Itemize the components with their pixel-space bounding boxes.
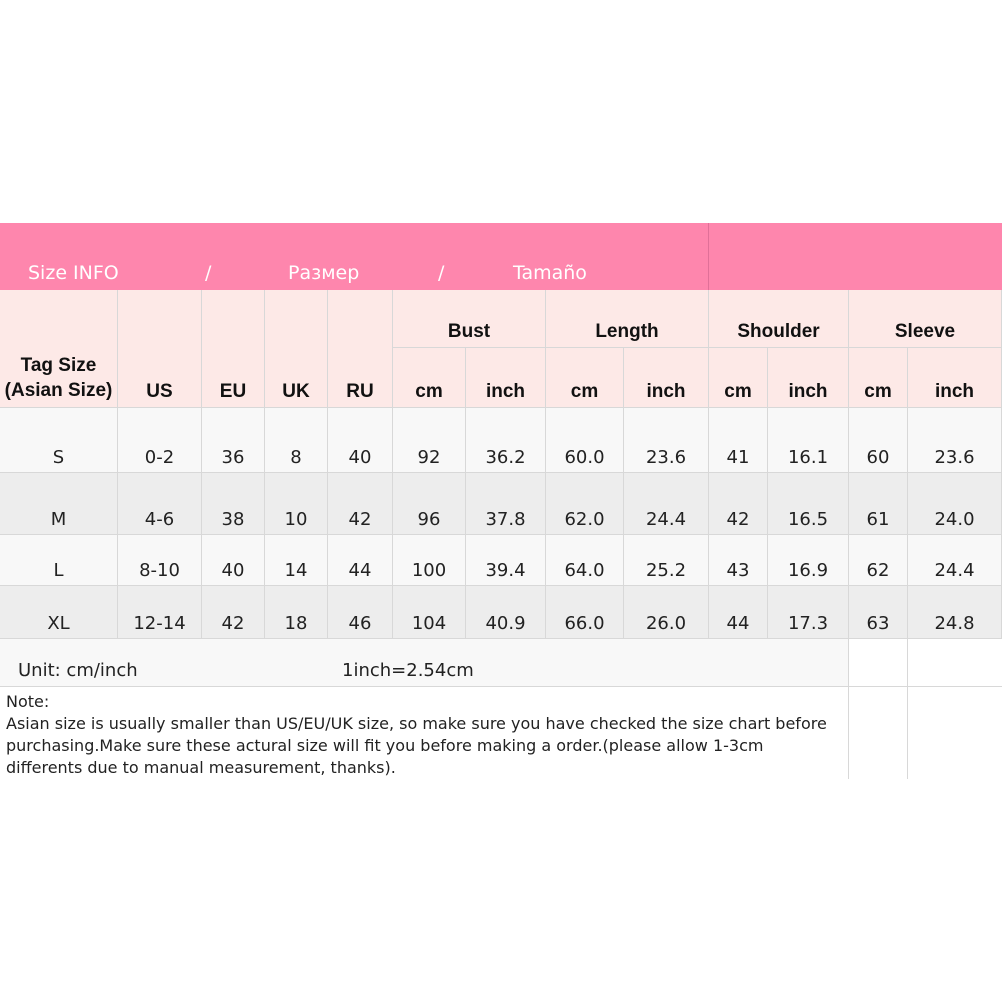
empty-cell: [908, 639, 1002, 687]
table-cell: 40.9: [466, 586, 546, 639]
unit-row: [0, 639, 849, 687]
table-cell: 63: [849, 586, 908, 639]
table-cell: 23.6: [624, 408, 709, 473]
note-label: Note:: [6, 692, 50, 711]
table-cell: 62: [849, 535, 908, 586]
table-cell: 26.0: [624, 586, 709, 639]
unit-text: Unit: cm/inch: [18, 660, 138, 681]
header-ru: RU: [328, 290, 393, 408]
note-box: Note: Asian size is usually smaller than…: [0, 687, 849, 779]
table-cell: 36.2: [466, 408, 546, 473]
table-cell: 24.4: [908, 535, 1002, 586]
table-cell: 14: [265, 535, 328, 586]
table-cell: 42: [202, 586, 265, 639]
table-cell: 61: [849, 473, 908, 535]
table-cell: 24.4: [624, 473, 709, 535]
table-cell: 40: [202, 535, 265, 586]
conversion-text: 1inch=2.54cm: [342, 660, 474, 681]
title-spanish: Tamaño: [513, 262, 587, 284]
note-text: Asian size is usually smaller than US/EU…: [6, 714, 827, 777]
table-cell: 40: [328, 408, 393, 473]
table-cell: 38: [202, 473, 265, 535]
table-cell: 16.5: [768, 473, 849, 535]
table-cell: 25.2: [624, 535, 709, 586]
header-bust-cm: cm: [393, 348, 466, 408]
table-cell: 16.9: [768, 535, 849, 586]
header-shoulder: Shoulder: [709, 290, 849, 348]
table-cell: L: [0, 535, 118, 586]
title-size-info: Size INFO: [28, 262, 119, 284]
table-cell: 24.8: [908, 586, 1002, 639]
table-cell: 37.8: [466, 473, 546, 535]
empty-cell: [849, 639, 908, 687]
header-us: US: [118, 290, 202, 408]
header-sleeve: Sleeve: [849, 290, 1002, 348]
table-cell: 104: [393, 586, 466, 639]
table-cell: 4-6: [118, 473, 202, 535]
header-eu: EU: [202, 290, 265, 408]
header-length-cm: cm: [546, 348, 624, 408]
table-cell: 16.1: [768, 408, 849, 473]
table-cell: 8: [265, 408, 328, 473]
header-tag-size: Tag Size (Asian Size): [0, 290, 118, 408]
table-cell: 39.4: [466, 535, 546, 586]
table-cell: 23.6: [908, 408, 1002, 473]
table-cell: 46: [328, 586, 393, 639]
header-bust: Bust: [393, 290, 546, 348]
table-cell: 24.0: [908, 473, 1002, 535]
table-cell: 66.0: [546, 586, 624, 639]
table-cell: 10: [265, 473, 328, 535]
header-length: Length: [546, 290, 709, 348]
table-cell: 8-10: [118, 535, 202, 586]
table-cell: 60: [849, 408, 908, 473]
table-cell: 64.0: [546, 535, 624, 586]
table-cell: 42: [328, 473, 393, 535]
title-russian: Размер: [288, 262, 360, 284]
table-cell: 0-2: [118, 408, 202, 473]
table-cell: 12-14: [118, 586, 202, 639]
header-shoulder-cm: cm: [709, 348, 768, 408]
title-sep: /: [205, 262, 212, 284]
header-length-inch: inch: [624, 348, 709, 408]
table-cell: 44: [328, 535, 393, 586]
table-cell: 96: [393, 473, 466, 535]
table-cell: M: [0, 473, 118, 535]
table-cell: S: [0, 408, 118, 473]
table-cell: 62.0: [546, 473, 624, 535]
table-cell: 36: [202, 408, 265, 473]
table-cell: 92: [393, 408, 466, 473]
header-sleeve-cm: cm: [849, 348, 908, 408]
table-cell: 41: [709, 408, 768, 473]
table-cell: 44: [709, 586, 768, 639]
header-sleeve-inch: inch: [908, 348, 1002, 408]
table-cell: 43: [709, 535, 768, 586]
header-uk: UK: [265, 290, 328, 408]
table-cell: 42: [709, 473, 768, 535]
table-cell: 60.0: [546, 408, 624, 473]
table-cell: 100: [393, 535, 466, 586]
header-bust-inch: inch: [466, 348, 546, 408]
title-sep: /: [438, 262, 445, 284]
table-cell: 18: [265, 586, 328, 639]
divider: [907, 687, 908, 779]
table-cell: 17.3: [768, 586, 849, 639]
header-shoulder-inch: inch: [768, 348, 849, 408]
title-bar: [0, 223, 1002, 290]
table-cell: XL: [0, 586, 118, 639]
